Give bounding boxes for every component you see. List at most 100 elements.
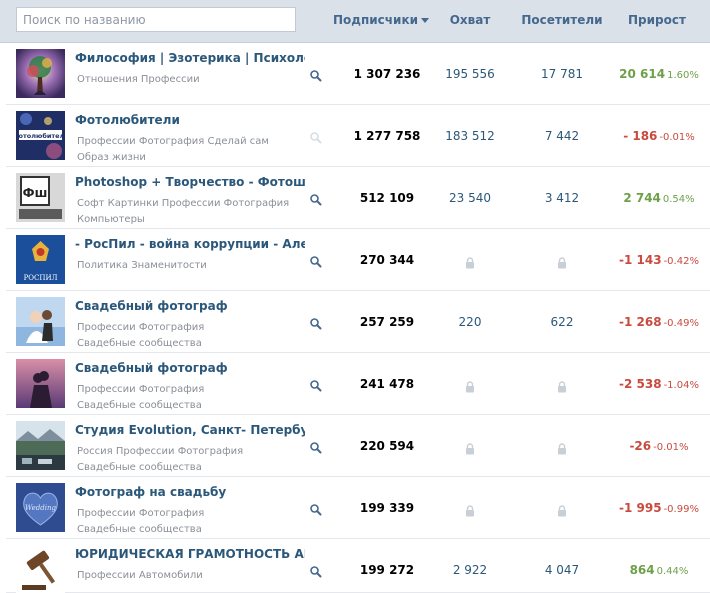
community-name-link[interactable]: Photoshop + Творчество - Фотошоп (75, 175, 305, 189)
column-header-reach[interactable]: Охват (449, 13, 491, 27)
table-row[interactable]: Философия | Эзотерика | Психология Отноше… (6, 43, 710, 105)
growth-percent: 1.60% (667, 70, 699, 81)
subscribers-count: 199 272 (359, 563, 415, 577)
svg-text:РОСПИЛ: РОСПИЛ (24, 274, 58, 282)
column-header-subscribers[interactable]: Подписчики (318, 13, 444, 27)
column-header-subscribers-label: Подписчики (333, 13, 418, 27)
table-row[interactable]: Свадебный фотограф Профессии Фотография Св… (6, 291, 710, 353)
column-header-visitors[interactable]: Посетители (521, 13, 603, 27)
reach-count: 195 556 (445, 67, 495, 81)
subscribers-count: 512 109 (359, 191, 415, 205)
search-icon[interactable] (309, 440, 323, 454)
couple-silhouette-photo-icon[interactable] (16, 359, 65, 408)
growth-count: -1 143 (619, 253, 662, 267)
community-tag-line: Компьютеры (77, 214, 145, 225)
search-icon[interactable] (309, 68, 323, 82)
fotolyubiteli-logo-icon[interactable]: Фотолюбители (16, 111, 65, 160)
visitors-count: 3 412 (544, 191, 580, 205)
community-name-link[interactable]: Студия Evolution, Санкт- Петербург. Свад… (75, 423, 305, 437)
lock-icon (557, 440, 567, 455)
growth-count: -26 (629, 439, 652, 453)
growth-value: -1 143 -0.42% (604, 253, 710, 267)
community-tag-line: Профессии Фотография (77, 384, 205, 395)
community-tag-line: Свадебные сообщества (77, 338, 202, 349)
community-tag-line: Отношения Профессии (77, 74, 200, 85)
growth-count: -1 268 (619, 315, 662, 329)
community-tags: Профессии Фотография Свадебные сообщества (77, 382, 311, 414)
growth-count: 864 (629, 563, 655, 577)
reach-count: 183 512 (445, 129, 495, 143)
photoshop-logo-icon[interactable]: Фш (16, 173, 65, 222)
search-icon[interactable] (309, 378, 323, 392)
svg-text:Фотолюбители: Фотолюбители (16, 132, 65, 140)
community-name-link[interactable]: Свадебный фотограф (75, 299, 228, 313)
table-row[interactable]: Фш Photoshop + Творчество - Фотошоп Софт … (6, 167, 710, 229)
wedding-couple-photo-icon[interactable] (16, 297, 65, 346)
reach-count: 23 540 (449, 191, 491, 205)
growth-percent: -0.49% (663, 318, 699, 329)
subscribers-count: 199 339 (359, 501, 415, 515)
subscribers-count: 241 478 (359, 377, 415, 391)
search-icon[interactable] (309, 254, 323, 268)
community-name-link[interactable]: Свадебный фотограф (75, 361, 228, 375)
community-name-link[interactable]: ЮРИДИЧЕСКАЯ ГРАМОТНОСТЬ АВТОМОБИЛИСТОВ (75, 547, 305, 561)
gavel-icon[interactable] (16, 545, 65, 593)
growth-count: 2 744 (623, 191, 661, 205)
search-icon[interactable] (309, 316, 323, 330)
growth-count: - 186 (623, 129, 658, 143)
community-tags: Политика Знаменитости (77, 258, 311, 274)
table-header: Подписчики Охват Посетители Прирост (0, 0, 710, 43)
sort-desc-icon (421, 18, 429, 23)
table-row[interactable]: РОСПИЛ - РосПил - война коррупции - Алекс… (6, 229, 710, 291)
tree-figure-icon[interactable] (16, 49, 65, 98)
search-input[interactable] (16, 7, 296, 32)
lock-icon (465, 378, 475, 393)
community-tags: Софт Картинки Профессии Фотография Компью… (77, 196, 311, 228)
community-name-link[interactable]: Фотограф на свадьбу (75, 485, 227, 499)
column-header-growth[interactable]: Прирост (628, 13, 686, 27)
growth-value: 2 744 0.54% (604, 191, 710, 205)
visitors-count: 4 047 (544, 563, 580, 577)
table-row[interactable]: Студия Evolution, Санкт- Петербург. Свад… (6, 415, 710, 477)
community-tags: Профессии Автомобили (77, 568, 311, 584)
subscribers-count: 220 594 (359, 439, 415, 453)
subscribers-count: 1 277 758 (353, 129, 421, 143)
wedding-heart-icon[interactable]: Wedding (16, 483, 65, 532)
community-tag-line: Политика Знаменитости (77, 260, 207, 271)
community-tag-line: Профессии Фотография (77, 508, 205, 519)
community-tag-line: Россия Профессии Фотография (77, 446, 244, 457)
search-icon[interactable] (309, 564, 323, 578)
community-tag-line: Образ жизни (77, 152, 146, 163)
rospil-emblem-icon[interactable]: РОСПИЛ (16, 235, 65, 284)
community-tags: Отношения Профессии (77, 72, 311, 88)
community-tag-line: Свадебные сообщества (77, 400, 202, 411)
community-tag-line: Профессии Фотография Сделай сам (77, 136, 269, 147)
visitors-count: 622 (550, 315, 574, 329)
lock-icon (557, 378, 567, 393)
growth-percent: -0.99% (663, 504, 699, 515)
growth-value: -1 995 -0.99% (604, 501, 710, 515)
community-name-link[interactable]: Философия | Эзотерика | Психология (75, 51, 305, 65)
search-icon[interactable] (309, 502, 323, 516)
growth-percent: -0.42% (663, 256, 699, 267)
growth-value: -2 538 -1.04% (604, 377, 710, 391)
table-row[interactable]: ЮРИДИЧЕСКАЯ ГРАМОТНОСТЬ АВТОМОБИЛИСТОВ Пр… (6, 539, 710, 593)
community-name-link[interactable]: Фотолюбители (75, 113, 180, 127)
community-tag-line: Профессии Автомобили (77, 570, 203, 581)
community-tag-line: Свадебные сообщества (77, 524, 202, 535)
subscribers-count: 1 307 236 (353, 67, 421, 81)
svg-text:Wedding: Wedding (25, 504, 56, 512)
table-row[interactable]: Фотолюбители Фотолюбители Профессии Фотогр… (6, 105, 710, 167)
table-row[interactable]: Wedding Фотограф на свадьбу Профессии Фото… (6, 477, 710, 539)
growth-value: 864 0.44% (604, 563, 710, 577)
search-icon[interactable] (309, 130, 323, 144)
landscape-photo-icon[interactable] (16, 421, 65, 470)
community-tags: Профессии Фотография Свадебные сообщества (77, 506, 311, 538)
community-name-link[interactable]: - РосПил - война коррупции - Алексей Нав… (75, 237, 305, 251)
lock-icon (465, 502, 475, 517)
growth-count: -1 995 (619, 501, 662, 515)
table-row[interactable]: Свадебный фотограф Профессии Фотография Св… (6, 353, 710, 415)
search-icon[interactable] (309, 192, 323, 206)
growth-value: - 186 -0.01% (604, 129, 710, 143)
reach-count: 2 922 (452, 563, 488, 577)
